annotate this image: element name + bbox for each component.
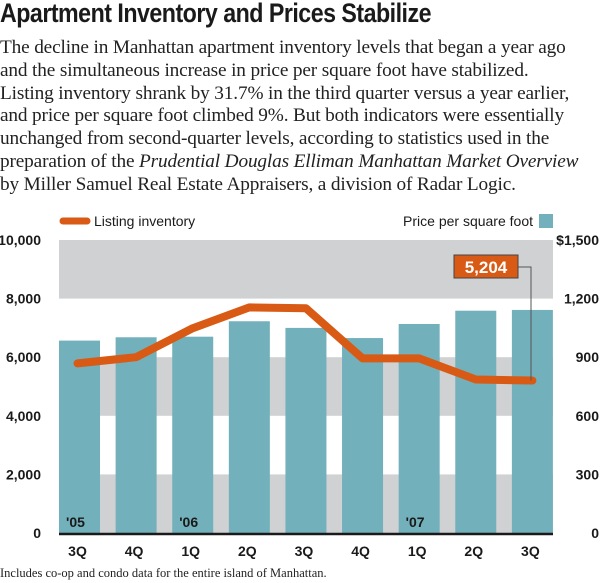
x-tick-label: 3Q xyxy=(68,543,87,559)
right-axis-tick: 900 xyxy=(576,349,600,365)
intro-line-prefix: preparation of the xyxy=(0,150,140,172)
left-axis-tick: 10,000 xyxy=(0,232,41,248)
price-bar xyxy=(285,327,327,533)
x-tick-label: 2Q xyxy=(238,543,257,559)
intro-line: preparation of the Prudential Douglas El… xyxy=(0,151,600,174)
right-axis-tick: 1,200 xyxy=(564,291,599,307)
inventory-line xyxy=(73,303,537,385)
price-bar xyxy=(455,310,497,533)
x-tick-label: 3Q xyxy=(521,543,540,559)
x-tick-label: 3Q xyxy=(295,543,314,559)
price-bar xyxy=(172,336,214,533)
price-bar xyxy=(511,309,553,533)
right-axis-tick: $1,500 xyxy=(556,232,599,248)
footnote: Includes co-op and condo data for the en… xyxy=(0,566,327,580)
year-labels: '05 '06 '07 xyxy=(66,514,425,530)
right-axis-ticks: 0 300 600 900 1,200 $1,500 xyxy=(556,232,599,541)
headline: Apartment Inventory and Prices Stabilize xyxy=(0,0,432,28)
year-label: '06 xyxy=(179,514,198,530)
left-axis-ticks: 0 2,000 4,000 6,000 8,000 10,000 xyxy=(0,232,41,541)
intro-line: The decline in Manhattan apartment inven… xyxy=(0,37,566,58)
legend-inventory: Listing inventory xyxy=(59,213,195,229)
intro-line: by Miller Samuel Real Estate Appraisers,… xyxy=(0,173,516,195)
left-axis-tick: 6,000 xyxy=(6,349,41,365)
intro-line: Listing inventory shrank by 31.7% in the… xyxy=(0,82,570,104)
legend-price: Price per square foot xyxy=(403,213,553,229)
left-axis-tick: 4,000 xyxy=(6,408,41,424)
legend-inventory-label: Listing inventory xyxy=(94,213,195,229)
x-tick-label: 1Q xyxy=(181,543,200,559)
x-tick-label: 4Q xyxy=(125,543,144,559)
right-axis-tick: 300 xyxy=(576,466,600,482)
left-axis-tick: 2,000 xyxy=(6,466,41,482)
callout-label: 5,204 xyxy=(465,258,508,277)
x-tick-label: 4Q xyxy=(351,543,370,559)
report-title: Prudential Douglas Elliman Manhattan Mar… xyxy=(139,150,579,172)
price-bars xyxy=(59,309,553,533)
price-bar xyxy=(342,338,384,533)
legend-bar-swatch xyxy=(539,214,553,228)
callout: 5,204 xyxy=(453,254,532,381)
callout-leader xyxy=(518,266,532,381)
price-bar xyxy=(228,321,270,533)
right-axis-tick: 600 xyxy=(576,408,600,424)
year-label: '05 xyxy=(66,514,85,530)
intro-line: and the simultaneous increase in price p… xyxy=(0,59,529,81)
left-axis-tick: 0 xyxy=(33,525,41,541)
legend-price-label: Price per square foot xyxy=(403,213,533,229)
intro-line: and price per square foot climbed 9%. Bu… xyxy=(0,105,564,127)
left-axis-tick: 8,000 xyxy=(6,291,41,307)
x-tick-label: 1Q xyxy=(408,543,427,559)
intro-line: unchanged from second-quarter levels, ac… xyxy=(0,128,550,150)
intro-paragraph: The decline in Manhattan apartment inven… xyxy=(0,37,600,197)
x-tick-labels: 3Q 4Q 1Q 2Q 3Q 4Q 1Q 2Q 3Q xyxy=(68,543,540,559)
x-tick-label: 2Q xyxy=(464,543,483,559)
callout-box xyxy=(453,254,519,279)
right-axis-tick: 0 xyxy=(591,525,599,541)
price-bar xyxy=(59,340,100,533)
year-label: '07 xyxy=(406,514,425,530)
price-bar xyxy=(115,337,157,533)
